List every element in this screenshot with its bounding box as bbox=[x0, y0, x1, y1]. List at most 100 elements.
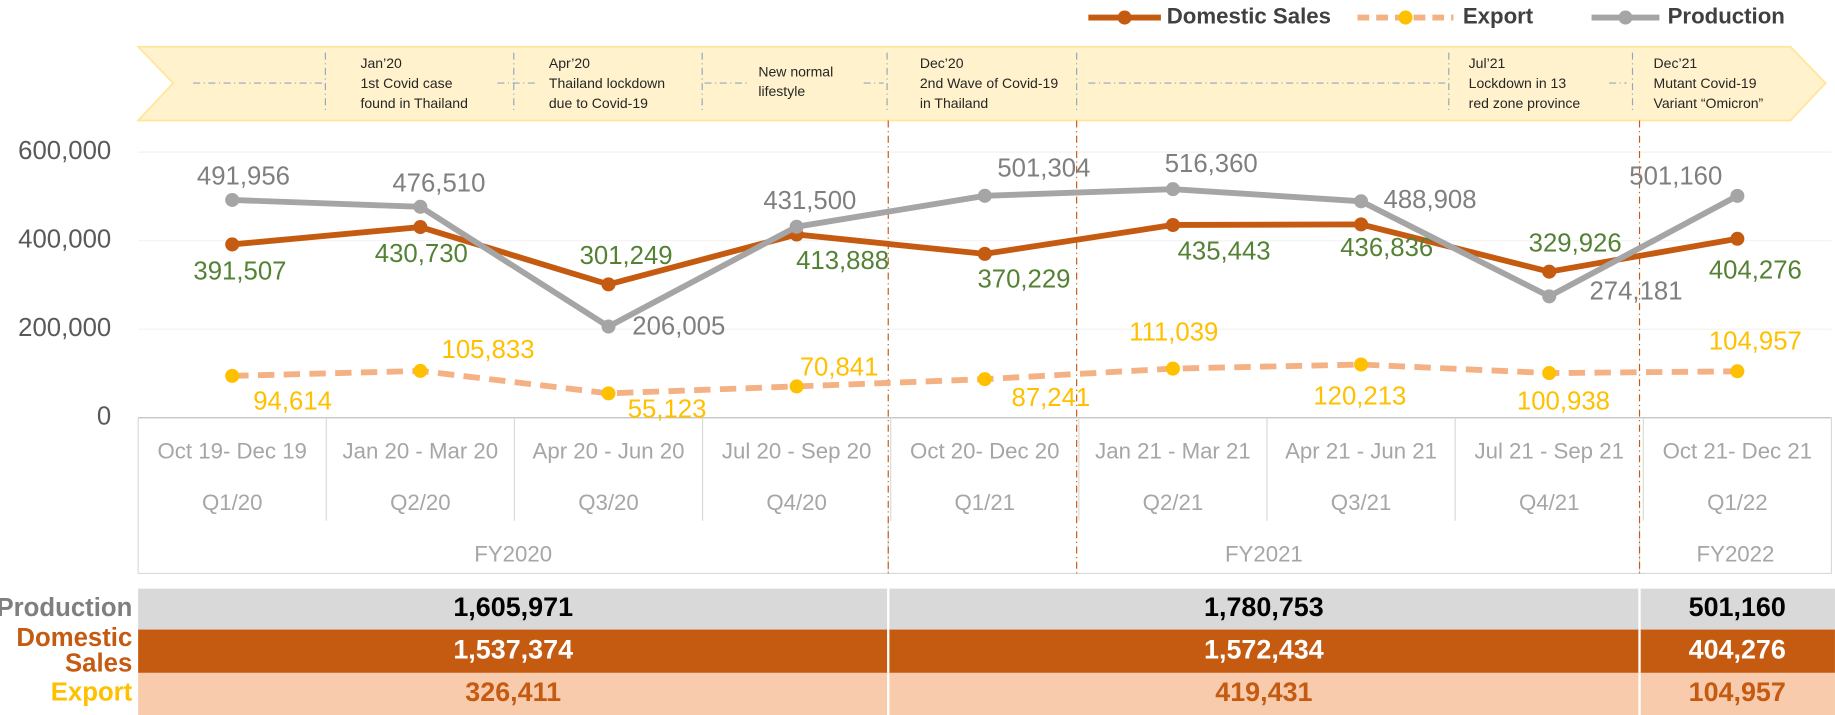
series-marker bbox=[1165, 217, 1180, 233]
event-label: Lockdown in 13 bbox=[1469, 75, 1567, 91]
series-marker bbox=[1542, 264, 1557, 279]
series-marker bbox=[789, 379, 804, 394]
event-label: Dec’20 bbox=[920, 55, 964, 71]
x-tick-label: Apr 21 - Jun 21 bbox=[1285, 439, 1437, 464]
data-label: 436,836 bbox=[1340, 234, 1433, 262]
legend-label: Production bbox=[1668, 3, 1785, 28]
series-marker bbox=[1165, 361, 1180, 376]
data-label: 105,833 bbox=[442, 336, 535, 364]
data-label: 274,181 bbox=[1589, 277, 1682, 305]
row-label: Domestic Sales bbox=[16, 624, 132, 678]
legend-label: Domestic Sales bbox=[1167, 3, 1331, 28]
series-marker bbox=[1354, 217, 1369, 232]
event-label: Mutant Covid-19 bbox=[1654, 75, 1757, 91]
data-label: 111,039 bbox=[1129, 318, 1218, 346]
data-label: 431,500 bbox=[763, 187, 856, 215]
y-tick-label: 400,000 bbox=[18, 225, 111, 253]
series-marker bbox=[977, 372, 992, 387]
event-label: 2nd Wave of Covid-19 bbox=[920, 75, 1059, 91]
event-label: found in Thailand bbox=[360, 95, 467, 111]
series-marker bbox=[601, 386, 616, 401]
series-marker bbox=[1730, 188, 1745, 203]
series-marker bbox=[413, 363, 428, 378]
data-label: 100,938 bbox=[1517, 387, 1610, 415]
data-label: 435,443 bbox=[1178, 238, 1271, 266]
data-label: 516,360 bbox=[1165, 150, 1258, 178]
series-marker bbox=[1542, 289, 1557, 304]
timeline-band bbox=[136, 45, 1827, 122]
quarter-label: Q3/20 bbox=[578, 490, 639, 515]
event-label: Dec’21 bbox=[1654, 55, 1698, 71]
event-label: Jan’20 bbox=[360, 55, 402, 71]
series-marker bbox=[789, 219, 804, 234]
quarter-label: Q3/21 bbox=[1331, 490, 1392, 515]
series-marker bbox=[1730, 364, 1745, 379]
data-label: 413,888 bbox=[796, 247, 889, 275]
summary-value: 326,411 bbox=[465, 677, 561, 707]
data-label: 120,213 bbox=[1313, 383, 1406, 411]
row-label: Export bbox=[51, 679, 133, 707]
summary-value: 1,780,753 bbox=[1204, 592, 1324, 622]
series-marker bbox=[1354, 194, 1369, 209]
data-label: 391,507 bbox=[193, 257, 286, 285]
series-marker bbox=[225, 237, 240, 252]
summary-value: 501,160 bbox=[1689, 592, 1786, 622]
event-label: due to Covid-19 bbox=[549, 95, 648, 111]
fiscal-year-label: FY2022 bbox=[1697, 542, 1775, 567]
quarter-label: Q1/21 bbox=[955, 490, 1016, 515]
summary-value: 404,276 bbox=[1689, 634, 1786, 664]
x-tick-label: Apr 20 - Jun 20 bbox=[533, 439, 685, 464]
x-tick-label: Oct 19- Dec 19 bbox=[157, 439, 306, 464]
legend-label: Export bbox=[1463, 3, 1534, 28]
x-tick-label: Jan 21 - Mar 21 bbox=[1095, 439, 1251, 464]
y-tick-label: 600,000 bbox=[18, 137, 111, 165]
data-label: 404,276 bbox=[1709, 256, 1802, 284]
event-label: red zone province bbox=[1469, 95, 1581, 111]
quarter-label: Q4/20 bbox=[766, 490, 827, 515]
summary-row bbox=[138, 672, 1835, 715]
legend-marker bbox=[1117, 10, 1132, 25]
event-label: Thailand lockdown bbox=[549, 75, 665, 91]
data-label: 488,908 bbox=[1384, 186, 1477, 214]
data-label: 491,956 bbox=[197, 163, 290, 191]
data-label: 206,005 bbox=[632, 312, 725, 340]
data-label: 501,160 bbox=[1629, 163, 1722, 191]
summary-value: 1,572,434 bbox=[1204, 634, 1324, 664]
x-tick-label: Jan 20 - Mar 20 bbox=[343, 439, 499, 464]
event-label: lifestyle bbox=[758, 83, 805, 99]
data-label: 370,229 bbox=[977, 266, 1070, 294]
fiscal-year-label: FY2020 bbox=[474, 542, 552, 567]
data-label: 430,730 bbox=[375, 240, 468, 268]
quarter-label: Q4/21 bbox=[1519, 490, 1580, 515]
series-marker bbox=[225, 368, 240, 383]
data-label: 329,926 bbox=[1529, 229, 1622, 257]
data-label: 104,957 bbox=[1709, 328, 1802, 356]
series-marker bbox=[1542, 366, 1557, 381]
series-marker bbox=[413, 199, 428, 214]
summary-value: 419,431 bbox=[1215, 677, 1312, 707]
x-tick-label: Oct 21- Dec 21 bbox=[1663, 439, 1812, 464]
summary-value: 1,605,971 bbox=[453, 592, 573, 622]
series-marker bbox=[1354, 357, 1369, 372]
data-label: 70,841 bbox=[800, 353, 879, 381]
series-marker bbox=[1165, 182, 1180, 197]
series-marker bbox=[1730, 231, 1745, 246]
series-marker bbox=[225, 192, 240, 207]
data-label: 55,123 bbox=[628, 396, 707, 424]
summary-row bbox=[138, 588, 1835, 630]
legend-marker bbox=[1398, 10, 1413, 25]
event-label: 1st Covid case bbox=[360, 75, 452, 91]
event-label: Apr’20 bbox=[549, 55, 590, 71]
data-label: 94,614 bbox=[253, 387, 332, 415]
event-label: Variant “Omicron” bbox=[1654, 95, 1764, 111]
series-marker bbox=[977, 188, 992, 203]
event-label: New normal bbox=[758, 63, 833, 79]
summary-value: 1,537,374 bbox=[453, 634, 573, 664]
series-marker bbox=[977, 246, 992, 261]
series-marker bbox=[601, 319, 616, 334]
row-label: Production bbox=[0, 594, 132, 622]
quarter-label: Q1/22 bbox=[1707, 490, 1768, 515]
series-marker bbox=[601, 277, 616, 292]
quarter-label: Q2/21 bbox=[1143, 490, 1204, 515]
data-label: 87,241 bbox=[1012, 384, 1091, 412]
